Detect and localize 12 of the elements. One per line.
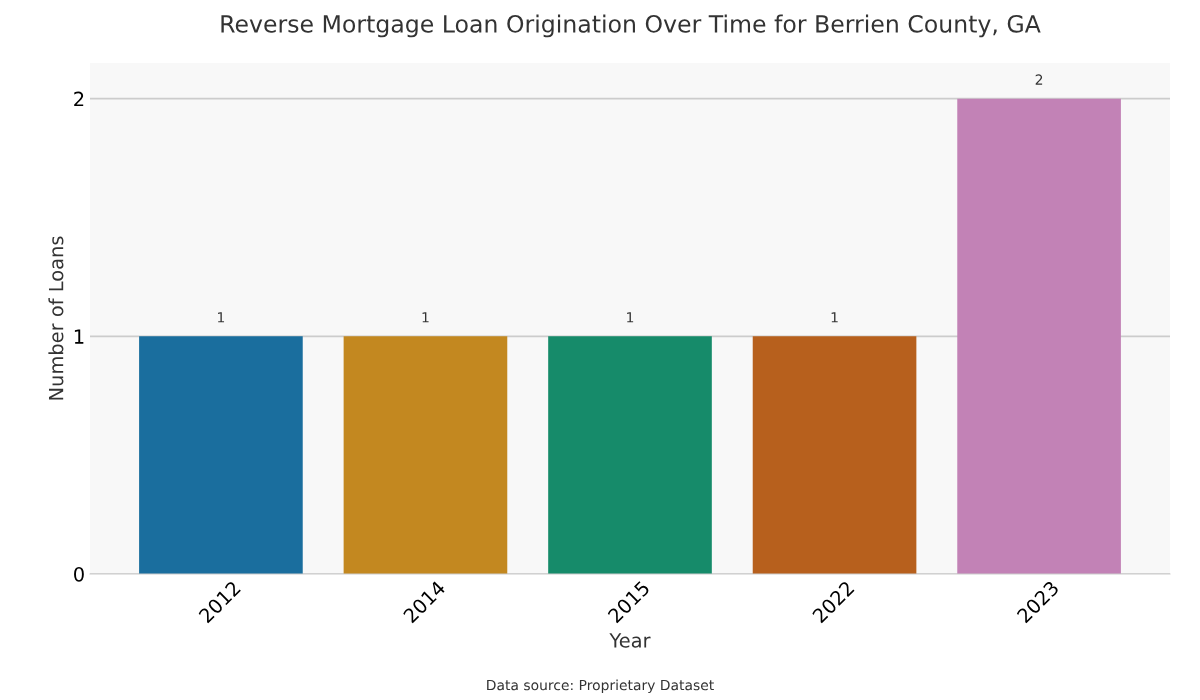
y-tick-label: 0 [74, 566, 84, 582]
source-note: Data source: Proprietary Dataset [487, 679, 714, 693]
data-label: 1 [422, 312, 429, 323]
y-tick-label: 2 [74, 91, 84, 107]
y-tick-label: 1 [74, 329, 84, 344]
y-axis-title: Number of Loans [48, 236, 64, 400]
data-label: 1 [218, 312, 225, 323]
chart-title: Reverse Mortgage Loan Origination Over Time for Berrien County, GA [221, 14, 1041, 38]
data-label: 2 [1035, 74, 1043, 85]
data-label: 1 [831, 312, 838, 323]
x-axis-title: Year [609, 633, 651, 648]
data-label: 1 [627, 312, 634, 323]
